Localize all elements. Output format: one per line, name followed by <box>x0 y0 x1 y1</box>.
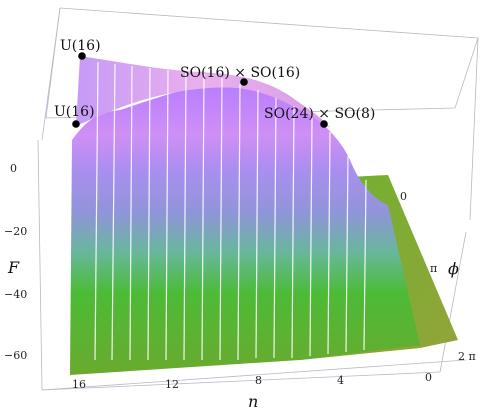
phi-axis: 0 π 2 π ϕ <box>400 190 476 363</box>
phi-tick-2pi: 2 π <box>458 350 476 363</box>
label-so24xso8: SO(24) × SO(8) <box>264 106 375 122</box>
f-axis: 0 −20 −40 −60 F <box>4 162 27 362</box>
front-edges <box>41 7 467 391</box>
n-tick-8: 8 <box>255 374 262 387</box>
n-tick-4: 4 <box>337 374 344 387</box>
phi-axis-label: ϕ <box>448 259 459 278</box>
n-tick-12: 12 <box>165 378 179 391</box>
point-so16xso16 <box>240 78 248 86</box>
n-axis-label: n <box>248 392 258 409</box>
phi-tick-0: 0 <box>400 190 407 203</box>
point-u16-top <box>78 52 86 60</box>
highlighted-points <box>72 52 328 128</box>
n-axis: 16 12 8 4 0 n <box>72 371 432 409</box>
n-tick-16: 16 <box>72 378 86 391</box>
surface-grid <box>94 61 367 361</box>
n-tick-0: 0 <box>425 371 432 384</box>
point-u16-mid <box>72 120 80 128</box>
surface-ridge <box>76 56 330 128</box>
surface-main <box>70 81 420 376</box>
f-tick-1: −20 <box>4 225 27 238</box>
label-u16-top: U(16) <box>60 38 101 54</box>
f-tick-2: −40 <box>4 288 27 301</box>
f-tick-0: 0 <box>10 162 17 175</box>
label-u16-mid: U(16) <box>54 104 95 120</box>
f-axis-label: F <box>7 258 20 277</box>
point-so24xso8 <box>320 120 328 128</box>
phi-tick-pi: π <box>430 262 437 275</box>
f-tick-3: −60 <box>4 349 27 362</box>
label-so16xso16: SO(16) × SO(16) <box>180 65 300 81</box>
